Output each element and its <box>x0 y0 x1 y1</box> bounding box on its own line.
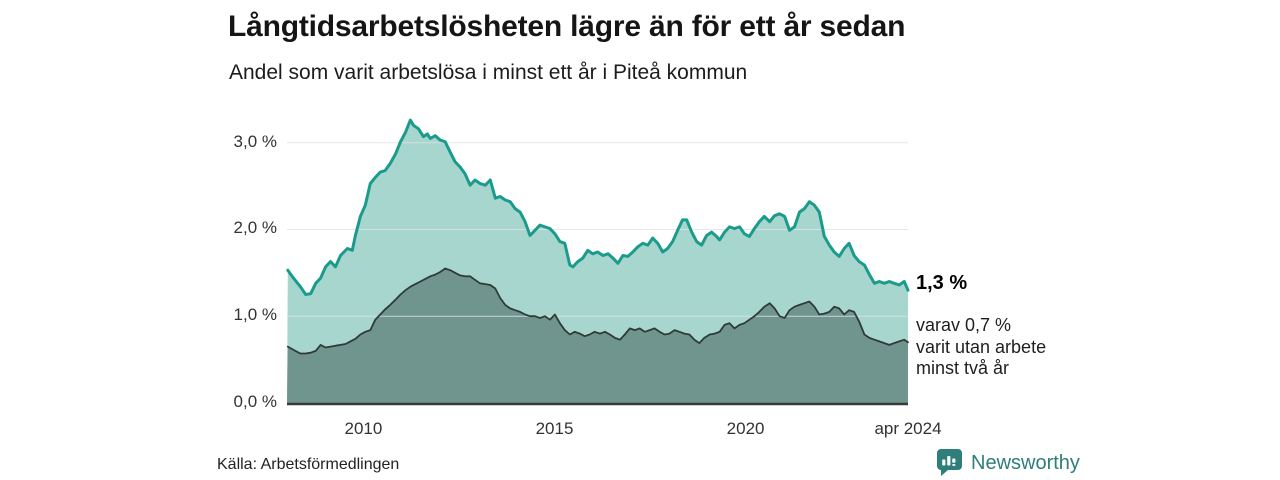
y-tick-label: 0,0 % <box>233 392 277 411</box>
endpoint-value-label: 1,3 % <box>916 272 968 294</box>
newsworthy-logo-text: Newsworthy <box>971 451 1080 474</box>
page-subtitle: Andel som varit arbetslösa i minst ett å… <box>229 61 748 84</box>
y-tick-label: 1,0 % <box>233 305 277 325</box>
endpoint-annotation-line: minst två år <box>916 358 1010 378</box>
x-tick-label: 2010 <box>344 419 383 438</box>
x-tick-label: 2020 <box>726 419 765 438</box>
x-tick-label: 2015 <box>535 419 574 438</box>
x-tick-label: apr 2024 <box>874 419 942 438</box>
newsworthy-logo-icon <box>937 449 962 476</box>
y-tick-label: 3,0 % <box>233 131 277 151</box>
endpoint-annotation-line: varit utan arbete <box>916 336 1047 357</box>
page-title: Långtidsarbetslösheten lägre än för ett … <box>228 10 906 43</box>
endpoint-annotation-line: varav 0,7 % <box>916 315 1012 335</box>
newsworthy-logo: Newsworthy <box>937 449 1080 477</box>
endpoint-annotation: varav 0,7 % varit utan arbete minst två … <box>916 315 1046 380</box>
y-tick-label: 2,0 % <box>233 218 277 238</box>
source-note: Källa: Arbetsförmedlingen <box>217 456 400 473</box>
